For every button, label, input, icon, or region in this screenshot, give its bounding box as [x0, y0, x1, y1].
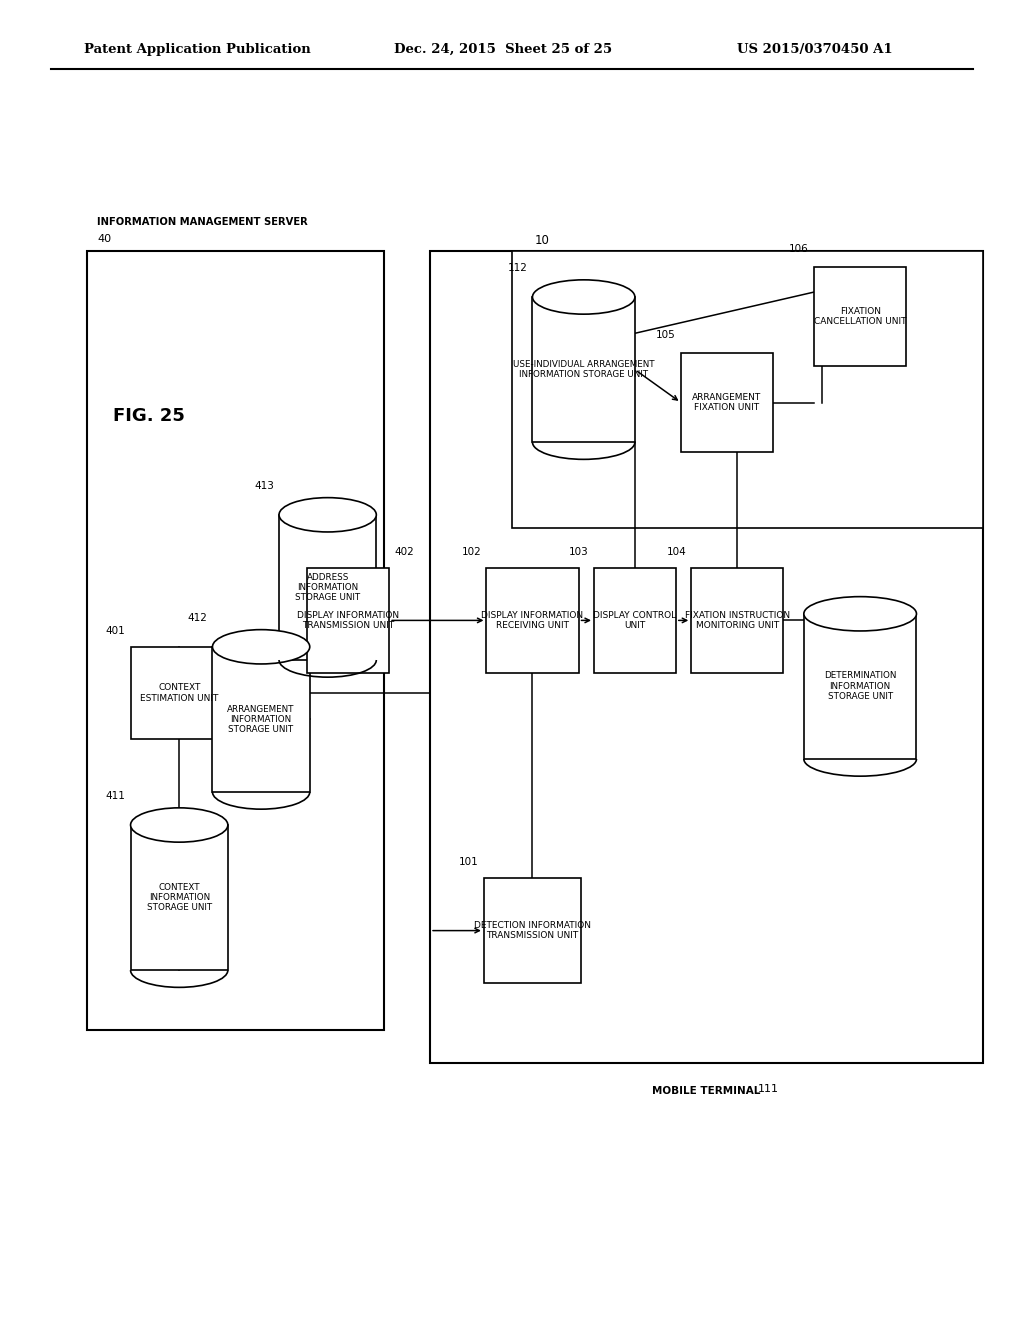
- Text: 402: 402: [394, 546, 414, 557]
- Text: Patent Application Publication: Patent Application Publication: [84, 44, 310, 55]
- FancyBboxPatch shape: [131, 647, 227, 739]
- Text: 401: 401: [105, 626, 125, 636]
- Text: FIG. 25: FIG. 25: [113, 407, 184, 425]
- Text: 40: 40: [97, 234, 112, 244]
- Text: 101: 101: [459, 857, 479, 867]
- FancyBboxPatch shape: [279, 515, 377, 660]
- Text: 412: 412: [187, 612, 207, 623]
- FancyBboxPatch shape: [691, 568, 783, 673]
- Text: DISPLAY INFORMATION
RECEIVING UNIT: DISPLAY INFORMATION RECEIVING UNIT: [481, 611, 584, 630]
- Text: FIXATION
CANCELLATION UNIT: FIXATION CANCELLATION UNIT: [814, 308, 906, 326]
- Text: Dec. 24, 2015  Sheet 25 of 25: Dec. 24, 2015 Sheet 25 of 25: [394, 44, 612, 55]
- FancyBboxPatch shape: [681, 354, 773, 451]
- Text: DETERMINATION
INFORMATION
STORAGE UNIT: DETERMINATION INFORMATION STORAGE UNIT: [824, 672, 896, 701]
- Text: DISPLAY INFORMATION
TRANSMISSION UNIT: DISPLAY INFORMATION TRANSMISSION UNIT: [297, 611, 399, 630]
- Text: FIXATION INSTRUCTION
MONITORING UNIT: FIXATION INSTRUCTION MONITORING UNIT: [685, 611, 790, 630]
- Text: CONTEXT
ESTIMATION UNIT: CONTEXT ESTIMATION UNIT: [140, 684, 218, 702]
- Text: INFORMATION MANAGEMENT SERVER: INFORMATION MANAGEMENT SERVER: [97, 216, 308, 227]
- FancyBboxPatch shape: [814, 267, 906, 366]
- Text: 10: 10: [535, 234, 550, 247]
- FancyBboxPatch shape: [532, 297, 635, 442]
- Ellipse shape: [804, 597, 916, 631]
- Ellipse shape: [279, 498, 377, 532]
- Text: ADDRESS
INFORMATION
STORAGE UNIT: ADDRESS INFORMATION STORAGE UNIT: [295, 573, 360, 602]
- Text: 105: 105: [656, 330, 676, 341]
- FancyBboxPatch shape: [594, 568, 676, 673]
- Text: US 2015/0370450 A1: US 2015/0370450 A1: [737, 44, 893, 55]
- FancyBboxPatch shape: [804, 614, 916, 759]
- Text: 106: 106: [790, 244, 809, 253]
- Ellipse shape: [213, 630, 309, 664]
- FancyBboxPatch shape: [486, 568, 579, 673]
- Text: 112: 112: [508, 263, 527, 273]
- Text: 103: 103: [569, 546, 589, 557]
- Text: CONTEXT
INFORMATION
STORAGE UNIT: CONTEXT INFORMATION STORAGE UNIT: [146, 883, 212, 912]
- Text: 102: 102: [462, 546, 481, 557]
- FancyBboxPatch shape: [484, 878, 582, 983]
- Text: 411: 411: [105, 791, 125, 801]
- FancyBboxPatch shape: [307, 568, 389, 673]
- Text: ARRANGEMENT
INFORMATION
STORAGE UNIT: ARRANGEMENT INFORMATION STORAGE UNIT: [227, 705, 295, 734]
- FancyBboxPatch shape: [87, 251, 384, 1030]
- FancyBboxPatch shape: [213, 647, 309, 792]
- FancyBboxPatch shape: [512, 251, 983, 528]
- Ellipse shape: [532, 280, 635, 314]
- Text: DETECTION INFORMATION
TRANSMISSION UNIT: DETECTION INFORMATION TRANSMISSION UNIT: [474, 921, 591, 940]
- Text: MOBILE TERMINAL: MOBILE TERMINAL: [652, 1086, 761, 1097]
- Text: 111: 111: [758, 1084, 779, 1094]
- FancyBboxPatch shape: [131, 825, 227, 970]
- FancyBboxPatch shape: [430, 251, 983, 1063]
- Text: 104: 104: [667, 546, 686, 557]
- Text: ARRANGEMENT
FIXATION UNIT: ARRANGEMENT FIXATION UNIT: [692, 393, 762, 412]
- Text: USE-INDIVIDUAL ARRANGEMENT
INFORMATION STORAGE UNIT: USE-INDIVIDUAL ARRANGEMENT INFORMATION S…: [513, 360, 654, 379]
- Ellipse shape: [131, 808, 227, 842]
- Text: 413: 413: [254, 480, 274, 491]
- Text: DISPLAY CONTROL
UNIT: DISPLAY CONTROL UNIT: [593, 611, 677, 630]
